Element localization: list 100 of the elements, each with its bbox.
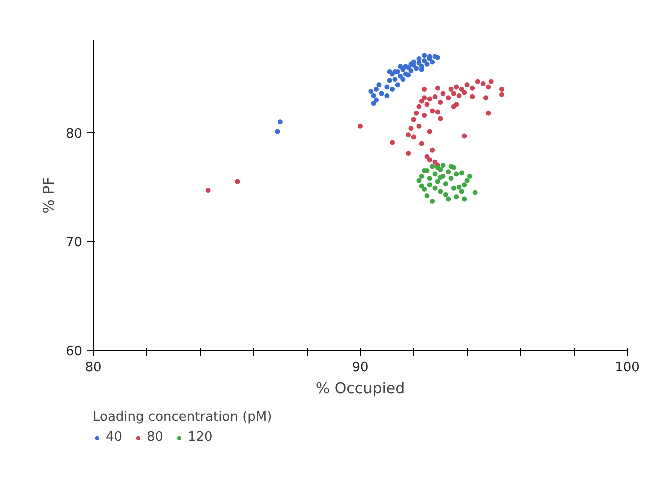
legend-label: 120	[188, 430, 213, 445]
point	[435, 86, 440, 91]
point	[448, 86, 454, 92]
point	[278, 120, 283, 125]
legend-label: 80	[147, 430, 165, 445]
point	[459, 189, 464, 194]
point	[374, 98, 380, 103]
point	[406, 72, 412, 78]
point	[446, 96, 452, 101]
point	[419, 141, 424, 146]
point	[414, 110, 420, 116]
point	[454, 102, 460, 108]
point	[398, 64, 404, 70]
point	[462, 134, 468, 139]
point	[443, 192, 448, 198]
point	[392, 77, 398, 82]
point	[422, 86, 428, 92]
point	[470, 86, 476, 91]
x-axis-title: % Occupied	[316, 380, 406, 398]
point	[235, 179, 240, 184]
point	[358, 124, 363, 129]
point	[416, 178, 422, 184]
point	[430, 60, 436, 65]
point	[374, 86, 380, 92]
point	[462, 90, 468, 96]
point	[451, 91, 456, 96]
point	[459, 170, 464, 176]
point	[395, 82, 400, 88]
point	[408, 126, 414, 132]
point	[371, 93, 376, 98]
point	[472, 190, 478, 196]
y-tick-label: 80	[66, 126, 83, 142]
point	[427, 96, 432, 102]
point	[451, 186, 456, 191]
point	[500, 86, 505, 92]
point	[424, 62, 430, 67]
point	[486, 84, 492, 90]
point	[422, 53, 428, 58]
point	[438, 100, 444, 105]
point	[400, 77, 406, 82]
point	[414, 66, 420, 72]
point	[435, 179, 440, 184]
point	[422, 58, 428, 64]
point	[480, 82, 486, 87]
point	[448, 164, 454, 170]
y-tick-label: 70	[66, 236, 83, 251]
point	[411, 117, 416, 122]
point	[430, 108, 436, 114]
legend-title: Loading concentration (pM)	[93, 410, 272, 425]
point	[475, 79, 480, 84]
point	[440, 163, 446, 168]
point	[275, 129, 280, 134]
point	[446, 170, 452, 175]
point	[406, 132, 412, 138]
point	[440, 91, 446, 96]
point	[416, 104, 422, 110]
x-tick-label: 100	[615, 360, 640, 376]
y-axis-title: % PF	[40, 177, 58, 214]
point	[424, 154, 430, 160]
point	[390, 140, 396, 146]
point	[462, 182, 468, 188]
point	[435, 110, 440, 115]
point	[403, 64, 408, 70]
point	[419, 98, 424, 104]
point	[432, 186, 438, 191]
point	[416, 124, 422, 129]
point	[376, 82, 382, 88]
point	[470, 94, 476, 100]
point	[379, 91, 384, 96]
point	[432, 172, 438, 177]
point	[464, 82, 470, 88]
point	[448, 176, 454, 182]
point	[427, 129, 432, 134]
point	[435, 55, 440, 60]
point	[430, 148, 436, 153]
point	[368, 89, 374, 94]
point	[483, 96, 488, 101]
point	[387, 78, 392, 84]
point	[419, 174, 424, 179]
point	[462, 196, 468, 202]
point	[387, 70, 392, 75]
point	[454, 84, 460, 90]
point	[422, 96, 428, 101]
legend-label: 40	[106, 430, 124, 445]
point	[411, 134, 416, 140]
point	[406, 151, 412, 156]
point	[456, 93, 462, 98]
point	[430, 198, 436, 204]
point	[459, 86, 464, 92]
point	[422, 113, 428, 118]
point	[438, 189, 444, 194]
point	[456, 184, 462, 190]
point	[424, 194, 430, 199]
point	[464, 178, 470, 184]
point	[430, 164, 436, 170]
point	[419, 184, 424, 189]
point	[424, 102, 430, 108]
point	[486, 110, 492, 116]
point	[488, 79, 494, 84]
point	[454, 194, 460, 200]
